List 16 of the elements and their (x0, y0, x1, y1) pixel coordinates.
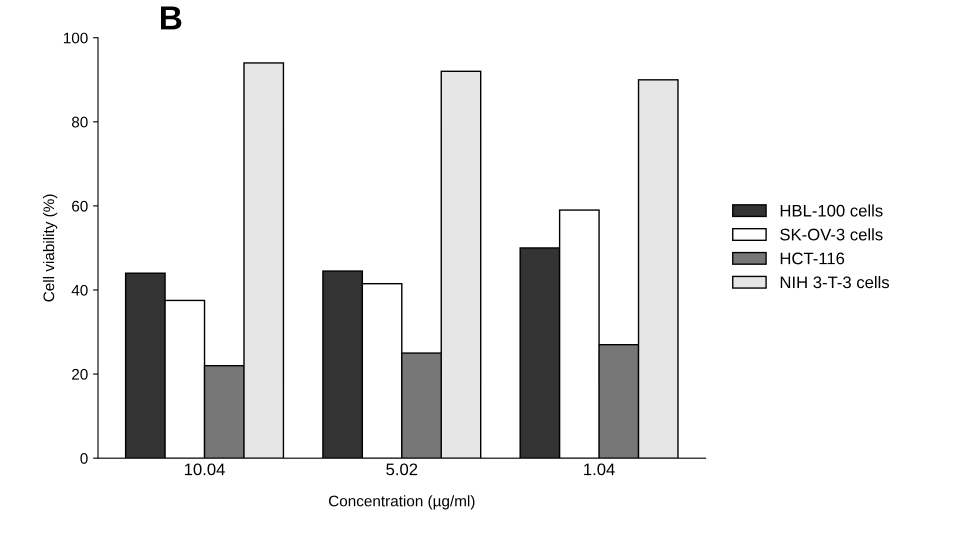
chart-title: B (160, 6, 182, 30)
legend-label: SK-OV-3 cells (780, 228, 883, 240)
y-tick-label: 20 (72, 368, 88, 380)
legend-label: HCT-116 (780, 252, 844, 264)
legend-label: HBL-100 cells (780, 204, 883, 217)
y-axis-title: Cell viability (%) (42, 194, 58, 302)
y-tick-label: 0 (80, 453, 88, 464)
legend-label: NIH 3-T-3 cells (780, 276, 890, 288)
y-tick-label: 80 (72, 116, 88, 128)
x-tick-label: 1.04 (584, 463, 615, 476)
x-axis-title: Concentration (µg/ml) (328, 495, 474, 510)
x-tick-label: 10.04 (184, 463, 225, 476)
x-tick-label: 5.02 (386, 463, 418, 476)
y-tick-label: 100 (64, 32, 88, 44)
y-tick-label: 60 (72, 200, 88, 212)
y-tick-label: 40 (72, 284, 88, 296)
